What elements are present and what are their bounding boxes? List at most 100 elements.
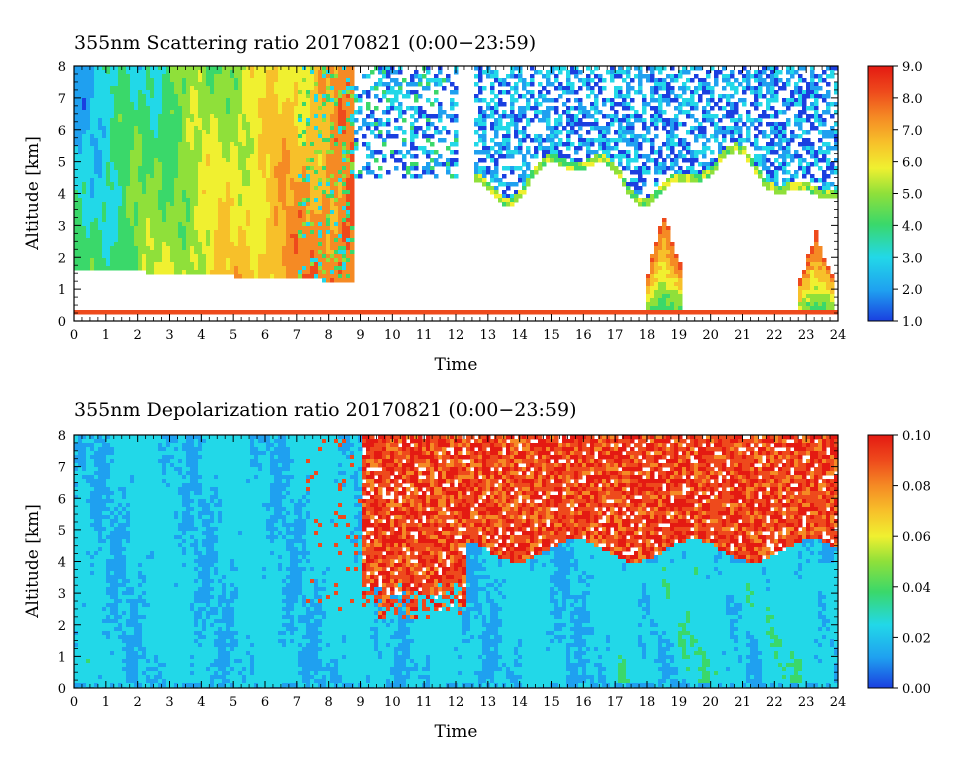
- heatmap-cell: [166, 310, 171, 315]
- heatmap-cell: [426, 98, 431, 103]
- heatmap-cell: [266, 274, 271, 279]
- heatmap-cell: [650, 258, 655, 263]
- heatmap-cell: [110, 94, 115, 99]
- heatmap-cell: [154, 122, 159, 127]
- heatmap-cell: [290, 194, 295, 199]
- heatmap-cell: [182, 106, 187, 111]
- heatmap-cell: [254, 102, 259, 107]
- heatmap-cell: [98, 138, 103, 143]
- heatmap-cell: [582, 162, 587, 167]
- heatmap-cell: [450, 150, 455, 155]
- heatmap-cell: [378, 122, 383, 127]
- heatmap-cell: [282, 150, 287, 155]
- heatmap-cell: [350, 158, 355, 163]
- heatmap-cell: [350, 130, 355, 135]
- heatmap-cell: [278, 158, 283, 163]
- heatmap-cell: [274, 182, 279, 187]
- heatmap-cell: [94, 102, 99, 107]
- heatmap-cell: [106, 166, 111, 171]
- heatmap-cell: [238, 166, 243, 171]
- heatmap-cell: [202, 138, 207, 143]
- heatmap-cell: [366, 154, 371, 159]
- heatmap-cell: [230, 138, 235, 143]
- heatmap-cell: [654, 166, 659, 171]
- heatmap-cell: [646, 74, 651, 79]
- heatmap-cell: [542, 138, 547, 143]
- heatmap-cell: [106, 246, 111, 251]
- heatmap-cell: [310, 86, 315, 91]
- heatmap-cell: [158, 98, 163, 103]
- heatmap-cell: [342, 122, 347, 127]
- heatmap-cell: [170, 222, 175, 227]
- heatmap-cell: [74, 158, 79, 163]
- heatmap-cell: [298, 82, 303, 87]
- heatmap-cell: [530, 90, 535, 95]
- heatmap-cell: [278, 90, 283, 95]
- heatmap-cell: [398, 86, 403, 91]
- heatmap-cell: [82, 266, 87, 271]
- heatmap-cell: [634, 198, 639, 203]
- heatmap-cell: [314, 254, 319, 259]
- heatmap-cell: [290, 158, 295, 163]
- heatmap-cell: [502, 182, 507, 187]
- heatmap-cell: [546, 138, 551, 143]
- heatmap-cell: [402, 118, 407, 123]
- heatmap-cell: [150, 154, 155, 159]
- heatmap-cell: [450, 162, 455, 167]
- heatmap-cell: [558, 66, 563, 71]
- heatmap-cell: [610, 114, 615, 119]
- heatmap-cell: [86, 150, 91, 155]
- heatmap-cell: [350, 114, 355, 119]
- heatmap-cell: [102, 74, 107, 79]
- heatmap-cell: [186, 218, 191, 223]
- heatmap-cell: [510, 310, 515, 315]
- heatmap-cell: [598, 154, 603, 159]
- heatmap-cell: [106, 258, 111, 263]
- heatmap-cell: [298, 78, 303, 83]
- heatmap-cell: [218, 154, 223, 159]
- heatmap-cell: [210, 238, 215, 243]
- heatmap-cell: [570, 162, 575, 167]
- heatmap-cell: [550, 82, 555, 87]
- heatmap-cell: [346, 226, 351, 231]
- heatmap-cell: [270, 94, 275, 99]
- heatmap-cell: [126, 194, 131, 199]
- heatmap-cell: [230, 166, 235, 171]
- heatmap-cell: [266, 218, 271, 223]
- heatmap-cell: [314, 234, 319, 239]
- heatmap-cell: [98, 98, 103, 103]
- heatmap-cell: [330, 110, 335, 115]
- heatmap-cell: [546, 146, 551, 151]
- heatmap-cell: [146, 198, 151, 203]
- heatmap-cell: [318, 254, 323, 259]
- heatmap-cell: [610, 138, 615, 143]
- heatmap-cell: [154, 82, 159, 87]
- heatmap-cell: [82, 134, 87, 139]
- heatmap-cell: [106, 186, 111, 191]
- heatmap-cell: [130, 106, 135, 111]
- heatmap-cell: [654, 278, 659, 283]
- heatmap-cell: [254, 82, 259, 87]
- heatmap-cell: [294, 206, 299, 211]
- heatmap-cell: [130, 174, 135, 179]
- heatmap-cell: [94, 214, 99, 219]
- heatmap-cell: [122, 142, 127, 147]
- heatmap-cell: [502, 142, 507, 147]
- heatmap-cell: [134, 162, 139, 167]
- heatmap-cell: [262, 178, 267, 183]
- heatmap-cell: [278, 86, 283, 91]
- heatmap-cell: [234, 74, 239, 79]
- heatmap-cell: [94, 66, 99, 71]
- heatmap-cell: [394, 126, 399, 131]
- heatmap-cell: [350, 122, 355, 127]
- heatmap-cell: [338, 274, 343, 279]
- heatmap-cell: [166, 90, 171, 95]
- heatmap-cell: [114, 158, 119, 163]
- heatmap-cell: [266, 230, 271, 235]
- heatmap-cell: [258, 218, 263, 223]
- heatmap-cell: [294, 130, 299, 135]
- heatmap-cell: [278, 82, 283, 87]
- heatmap-cell: [242, 150, 247, 155]
- heatmap-cell: [302, 106, 307, 111]
- heatmap-cell: [350, 222, 355, 227]
